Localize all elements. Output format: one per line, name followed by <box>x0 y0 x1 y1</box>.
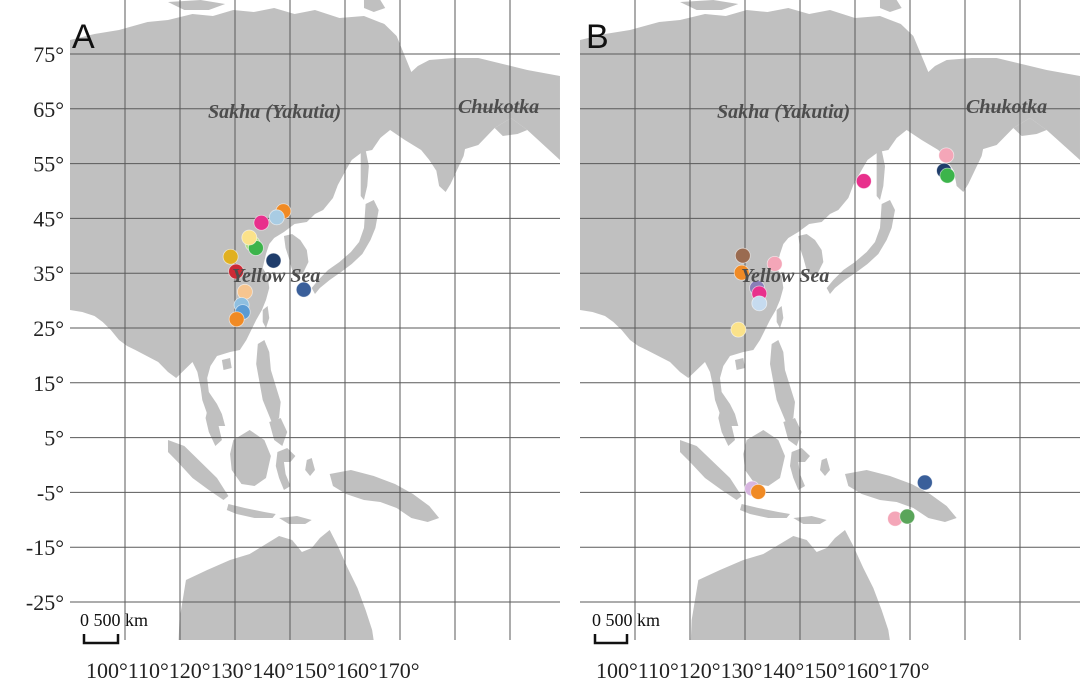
sample-point <box>750 483 767 500</box>
sample-point <box>734 247 751 264</box>
panel-b-scale-label: 0 500 km <box>592 610 660 630</box>
panel-b: B Sakha (Yakutia) Chukotka Yellow Sea 0 … <box>580 0 1080 683</box>
sample-point <box>938 147 955 164</box>
panel-a-label-sakha: Sakha (Yakutia) <box>208 101 341 123</box>
panel-b-scale-line <box>593 634 629 645</box>
sample-point <box>733 264 750 281</box>
panel-a-scale-bar: 0 500 km <box>80 610 148 645</box>
sample-point <box>295 281 312 298</box>
sample-point <box>899 508 916 525</box>
sample-point <box>265 252 282 269</box>
panel-a-latitude-labels: 75° 65° 55° 45° 35° 25° 15° 5° -5° -15° -25° <box>26 42 64 615</box>
latitude-label: 45° <box>33 206 64 231</box>
panel-b-scale-bar: 0 500 km <box>592 610 660 645</box>
latitude-label: 55° <box>33 152 64 177</box>
latitude-label: -15° <box>26 535 64 560</box>
panel-b-label-yellow-sea: Yellow Sea <box>741 265 829 287</box>
panel-a: A Sakha (Yakutia) Chukotka Yellow Sea 0 … <box>26 0 560 683</box>
sample-point <box>730 321 747 338</box>
latitude-label: 5° <box>44 426 64 451</box>
panel-a-longitude-labels: 100°110°120°130°140°150°160°170° <box>86 658 420 683</box>
panel-a-sample-points <box>222 203 312 328</box>
latitude-label: 65° <box>33 97 64 122</box>
panel-b-label-chukotka: Chukotka <box>966 96 1047 118</box>
sample-point <box>222 248 239 265</box>
panel-b-label-sakha: Sakha (Yakutia) <box>717 101 850 123</box>
panel-b-graticule <box>580 0 1080 640</box>
sample-point <box>766 255 783 272</box>
sample-point <box>241 229 258 246</box>
panel-a-letter: A <box>72 18 95 56</box>
latitude-label: 15° <box>33 371 64 396</box>
panel-b-sample-points <box>730 147 956 527</box>
sample-point <box>253 214 270 231</box>
panel-b-map <box>580 0 1080 640</box>
sample-point <box>228 263 245 280</box>
sample-point <box>751 295 768 312</box>
sample-point <box>228 311 245 328</box>
sample-point <box>268 209 285 226</box>
sample-point <box>939 167 956 184</box>
panel-a-scale-line <box>82 634 120 645</box>
latitude-label: 25° <box>33 316 64 341</box>
panel-a-label-chukotka: Chukotka <box>458 96 539 118</box>
latitude-label: 75° <box>33 42 64 67</box>
panel-b-letter: B <box>586 18 609 56</box>
panel-a-label-yellow-sea: Yellow Sea <box>232 265 320 287</box>
panel-b-longitude-labels: 100°110°120°130°140°150°160°170° <box>596 658 930 683</box>
sample-point <box>916 474 933 491</box>
latitude-label: -5° <box>37 480 64 505</box>
latitude-label: -25° <box>26 590 64 615</box>
latitude-label: 35° <box>33 261 64 286</box>
sample-point <box>855 173 872 190</box>
panel-a-scale-label: 0 500 km <box>80 610 148 630</box>
panel-a-map <box>70 0 560 640</box>
